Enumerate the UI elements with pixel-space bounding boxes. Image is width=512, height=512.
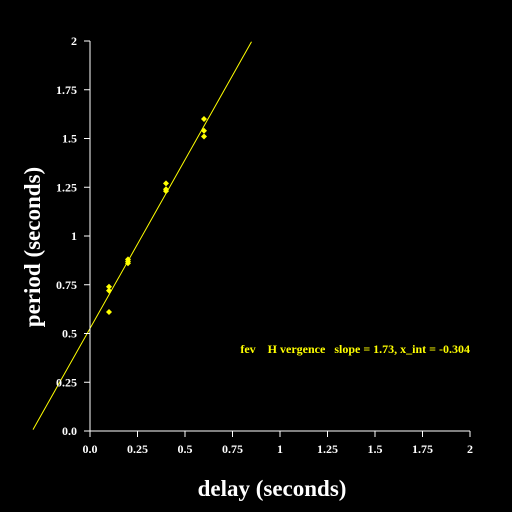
y-tick-label: 0.25 bbox=[56, 375, 77, 389]
x-tick-label: 1.75 bbox=[412, 442, 433, 456]
data-point bbox=[125, 256, 131, 263]
x-tick-label: 0.75 bbox=[222, 442, 243, 456]
data-point bbox=[163, 186, 169, 193]
y-tick-label: 0.0 bbox=[62, 424, 77, 438]
y-tick-label: 0.5 bbox=[62, 327, 77, 341]
x-tick-label: 1 bbox=[277, 442, 283, 456]
x-tick-label: 1.5 bbox=[368, 442, 383, 456]
data-point bbox=[106, 309, 112, 316]
data-point bbox=[201, 127, 207, 134]
y-axis-title: period (seconds) bbox=[20, 167, 45, 327]
x-tick-label: 0.25 bbox=[127, 442, 148, 456]
y-tick-label: 1 bbox=[71, 229, 77, 243]
y-tick-label: 1.25 bbox=[56, 180, 77, 194]
data-point bbox=[201, 133, 207, 140]
x-axis-title: delay (seconds) bbox=[198, 476, 347, 501]
y-tick-label: 0.75 bbox=[56, 278, 77, 292]
ticks-layer: 0.0 0.25 0.5 0.75 1 1.25 1.5 1.75 2 0.0 0.25 0.5 0.7… bbox=[56, 34, 473, 456]
x-tick-label: 1.25 bbox=[317, 442, 338, 456]
fit-line bbox=[32, 41, 252, 430]
data-point bbox=[106, 283, 112, 290]
fit-line-layer bbox=[32, 41, 252, 430]
x-tick-label: 0.5 bbox=[178, 442, 193, 456]
fit-annotation: fev H vergence slope = 1.73, x_int = -0.… bbox=[240, 342, 470, 356]
data-point bbox=[106, 287, 112, 294]
y-tick-label: 1.5 bbox=[62, 132, 77, 146]
points-layer bbox=[106, 116, 207, 316]
x-tick-label: 2 bbox=[467, 442, 473, 456]
data-point bbox=[201, 116, 207, 122]
y-tick-label: 2 bbox=[71, 34, 77, 48]
y-tick-label: 1.75 bbox=[56, 83, 77, 97]
data-point bbox=[163, 180, 169, 187]
x-tick-label: 0.0 bbox=[83, 442, 98, 456]
